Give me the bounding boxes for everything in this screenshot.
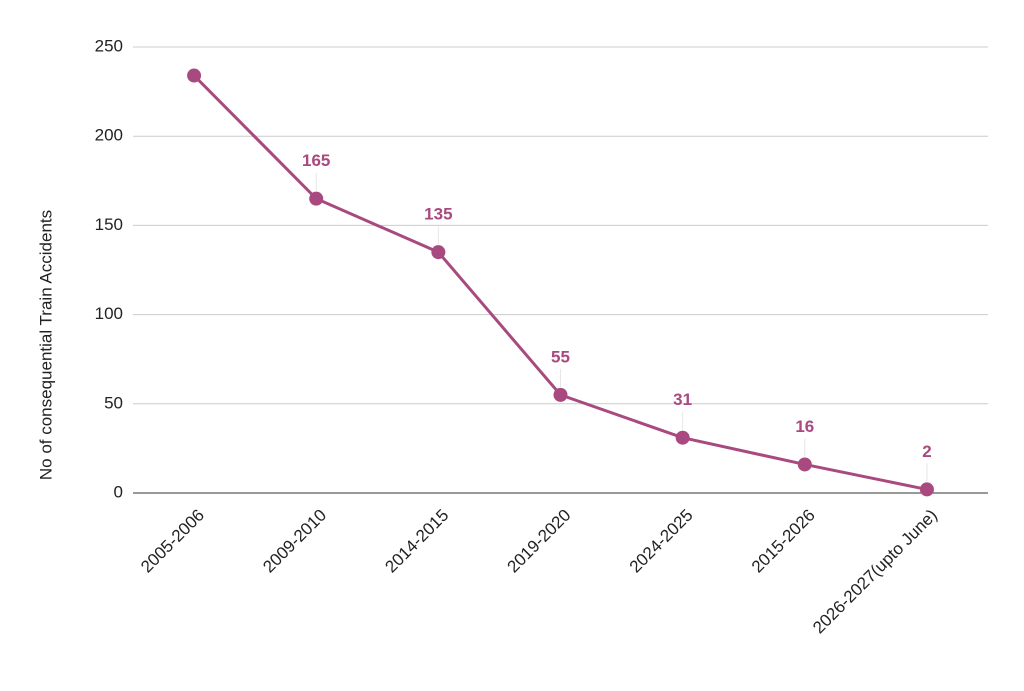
y-tick-label: 100 <box>95 304 123 323</box>
x-tick-label: 2014-2015 <box>381 506 452 577</box>
y-tick-label: 250 <box>95 36 123 55</box>
data-label: 2 <box>922 442 931 461</box>
y-tick-label: 50 <box>104 393 123 412</box>
line <box>193 74 928 491</box>
x-tick-label: 2005-2006 <box>137 506 208 577</box>
y-axis-label: No of consequential Train Accidents <box>36 210 55 480</box>
data-label: 16 <box>795 417 814 436</box>
point <box>919 482 934 497</box>
x-tick-label: 2024-2025 <box>626 506 697 577</box>
x-tick-label: 2009-2010 <box>259 506 330 577</box>
y-tick-label: 200 <box>95 126 123 145</box>
point <box>187 68 202 83</box>
y-tick-label: 150 <box>95 215 123 234</box>
data-label: 55 <box>551 347 570 366</box>
data-label: 135 <box>424 205 452 224</box>
x-tick-label: 2019-2020 <box>504 506 575 577</box>
point <box>797 457 812 472</box>
data-label: 31 <box>673 390 692 409</box>
point <box>553 387 568 402</box>
point <box>675 430 690 445</box>
x-tick-label: 2015-2026 <box>748 506 819 577</box>
point <box>431 245 446 260</box>
data-label: 165 <box>302 151 330 170</box>
point <box>309 191 324 206</box>
y-tick-label: 0 <box>114 482 123 501</box>
x-tick-label: 2026-2027(upto June) <box>809 506 941 638</box>
